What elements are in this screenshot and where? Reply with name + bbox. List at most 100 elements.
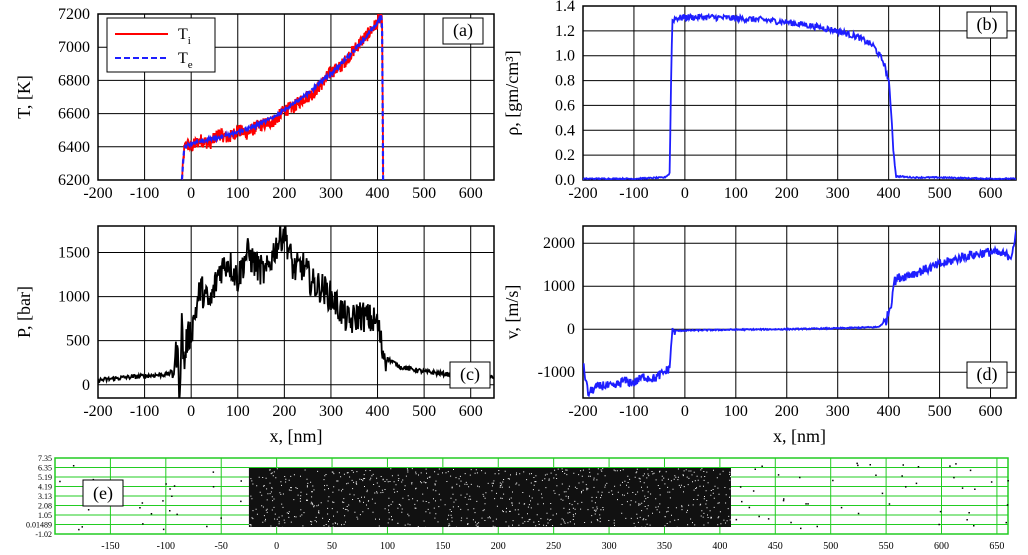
legend-label-subscript: e [188,59,193,71]
panel-c: -200 -100 0 100 200 300 400 500 600 0 500 1000 1500 (… [14,225,495,446]
y-tick-label: 1000 [543,278,575,295]
x-tick-label: 500 [823,541,838,552]
x-tick-label: -200 [83,403,112,420]
x-tick-label: 250 [546,541,561,552]
legend-label-main: T [178,50,188,67]
y-tick-label: 6400 [58,139,90,156]
x-tick-label: 600 [979,185,1003,202]
x-tick-label: 400 [877,403,901,420]
panel-label: (b) [977,14,998,35]
plot-frame [582,225,1017,399]
x-tick-label: 300 [826,185,850,202]
panel-b: -200 -100 0 100 200 300 400 500 600 0.0 0.2 0.4 0.6 0… [502,0,1017,202]
y-tick-label: 1.0 [555,48,575,65]
x-tick-label: 500 [928,403,952,420]
y-tick-label: 1.4 [555,0,575,15]
y-tick-label: 7000 [58,39,90,56]
y-tick-label: 4.19 [38,483,52,492]
x-tick-label: -200 [568,185,597,202]
y-tick-label: 5.19 [38,473,52,482]
panel-label-box [449,361,491,389]
panel-e: -150 -100 -50 0 50 100 150 200 250 300 350 400 450 50… [26,454,1009,552]
x-tick-label: 400 [366,185,390,202]
y-tick-label: 0.8 [555,73,575,90]
x-tick-label: 550 [879,541,894,552]
panel-label-box [442,17,484,45]
panel-label: (c) [460,364,480,385]
y-tick-label: 0 [567,321,575,338]
panel-label: (a) [453,20,473,41]
y-tick-label: 0.4 [555,122,575,139]
legend-label-main: T [178,26,188,43]
x-tick-label: -100 [619,403,648,420]
x-tick-label: -200 [568,403,597,420]
x-tick-label: 400 [712,541,727,552]
x-tick-label: 100 [724,403,748,420]
x-tick-label: 200 [272,403,296,420]
x-tick-label: -100 [157,541,175,552]
y-axis-label: T, [K] [14,75,34,119]
x-tick-label: 600 [979,403,1003,420]
x-tick-label: 600 [459,403,483,420]
y-tick-label: 3.13 [38,492,52,501]
y-axis-label: v, [m/s] [502,285,522,340]
y-tick-label: 6200 [58,172,90,189]
legend-box [106,17,216,73]
x-tick-label: -150 [101,541,119,552]
y-axis-label: P, [bar] [14,286,34,338]
x-tick-label: -50 [215,541,228,552]
panel-a: -200 -100 0 100 200 300 400 500 600 6200 6400 6600 6… [14,6,495,202]
y-tick-label: 7200 [58,6,90,23]
plot-frame [97,225,495,399]
panel-label-box [966,361,1008,389]
y-tick-label: 500 [66,333,90,350]
y-tick-label: 1.2 [555,23,575,40]
x-tick-label: 0 [187,185,195,202]
x-tick-label: 350 [657,541,672,552]
panel-label: (e) [93,483,113,504]
x-tick-label: 500 [412,403,436,420]
x-tick-label: 300 [319,185,343,202]
x-tick-label: 100 [226,403,250,420]
plot-frame [582,5,1017,181]
x-tick-label: -200 [83,185,112,202]
x-tick-label: 0 [681,185,689,202]
x-axis-label: x, [nm] [270,426,323,446]
y-tick-label: -1.02 [35,530,52,539]
x-tick-label: 300 [319,403,343,420]
x-tick-label: 50 [327,541,337,552]
panel-label-box [966,11,1008,39]
x-tick-label: 100 [380,541,395,552]
x-axis-label: x, [nm] [773,426,826,446]
y-tick-label: 6600 [58,106,90,123]
x-tick-label: 300 [826,403,850,420]
x-tick-label: 0 [274,541,279,552]
x-tick-label: 200 [775,185,799,202]
legend-label: Te [178,50,193,71]
x-tick-label: 150 [435,541,450,552]
panel-d: -200 -100 0 100 200 300 400 500 600-100001000200… [502,225,1017,446]
y-tick-label: 2000 [543,235,575,252]
series-line-v [583,230,1016,398]
x-tick-label: -100 [130,185,159,202]
x-tick-label: 100 [724,185,748,202]
y-tick-label: -1000 [538,364,575,381]
x-tick-label: 400 [366,403,390,420]
y-tick-label: 0.0 [555,172,575,189]
x-tick-label: 0 [681,403,689,420]
x-tick-label: 200 [272,185,296,202]
y-tick-label: 6.35 [38,464,52,473]
x-tick-label: -100 [130,403,159,420]
series-line-rho [583,12,1016,180]
series-line-Te [180,14,385,180]
x-tick-label: 500 [412,185,436,202]
y-tick-label: 1500 [58,244,90,261]
y-tick-label: 1000 [58,289,90,306]
series-line-P [98,226,494,398]
y-tick-label: 0.01489 [26,521,52,530]
x-tick-label: 200 [491,541,506,552]
x-tick-label: -100 [619,185,648,202]
x-tick-label: 650 [989,541,1004,552]
y-tick-label: 0.6 [555,97,575,114]
x-tick-label: 300 [602,541,617,552]
